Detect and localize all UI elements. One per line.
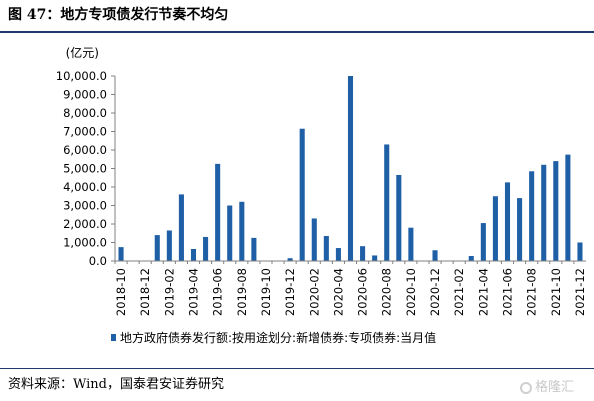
bar-2021-03 <box>468 256 474 261</box>
x-tick-label: 2020-12 <box>428 268 442 316</box>
y-tick-label: 8,000.0 <box>63 106 107 120</box>
bar-2020-05 <box>347 76 354 261</box>
watermark-logo-icon <box>520 382 532 394</box>
x-tick-label: 2021-06 <box>501 268 515 316</box>
source-note: 资料来源：Wind，国泰君安证券研究 <box>8 377 224 392</box>
x-axis: 2018-10 2018-12 2019-02 2019-04 2019-06 2019-… <box>114 260 587 316</box>
y-tick-label: 0.0 <box>89 254 107 268</box>
bar-2020-01 <box>299 128 305 261</box>
bar-2020-08 <box>384 144 390 261</box>
bar-2018-10 <box>118 247 124 261</box>
y-unit-label: (亿元) <box>66 45 99 60</box>
x-tick-label: 2021-08 <box>525 268 539 316</box>
figure-title: 图 47：地方专项债发行节奏不均匀 <box>8 7 229 23</box>
y-axis: (亿元) 0.0 1,000.0 2,000.0 3,000.0 4,000.0 5,000… <box>56 45 116 268</box>
bar-2019-12 <box>287 258 293 261</box>
x-tick-label: 2019-08 <box>235 268 249 316</box>
y-tick-label: 5,000.0 <box>63 162 107 176</box>
y-tick-label: 4,000.0 <box>63 180 107 194</box>
y-tick-label: 7,000.0 <box>63 125 107 139</box>
bar-2020-04 <box>335 248 341 261</box>
y-tick-label: 3,000.0 <box>63 199 107 213</box>
x-tick-label: 2018-12 <box>138 268 152 316</box>
y-tick-label: 6,000.0 <box>63 143 107 157</box>
bar-2020-10 <box>408 227 414 261</box>
x-tick-label: 2021-12 <box>573 268 587 316</box>
title-rule <box>0 31 594 33</box>
bar-2019-04 <box>190 248 197 261</box>
bar-2019-08 <box>239 201 245 261</box>
y-tick-label: 2,000.0 <box>63 217 107 231</box>
legend: 地方政府债券发行额:按用途划分:新增债券:专项债券:当月值 <box>111 330 436 345</box>
bar-2021-08 <box>529 171 535 261</box>
x-tick-label: 2018-10 <box>114 268 128 316</box>
bar-2019-06 <box>215 163 221 261</box>
bar-2020-07 <box>372 255 378 261</box>
bar-2020-03 <box>323 236 329 261</box>
legend-label: 地方政府债券发行额:按用途划分:新增债券:专项债券:当月值 <box>120 330 436 345</box>
bars <box>118 76 583 261</box>
x-tick-label: 2020-02 <box>307 268 321 316</box>
bar-2021-12 <box>577 242 583 261</box>
x-tick-label: 2020-10 <box>404 268 418 316</box>
bar-2021-11 <box>565 154 571 261</box>
x-tick-label: 2021-04 <box>476 268 490 316</box>
bar-2020-12 <box>432 250 438 261</box>
bar-2021-09 <box>541 164 547 261</box>
y-tick-label: 10,000.0 <box>56 69 107 83</box>
bar-2020-06 <box>360 246 366 261</box>
bar-2021-07 <box>517 198 523 261</box>
watermark: 格隆汇 <box>520 376 574 395</box>
x-tick-label: 2020-08 <box>380 268 394 316</box>
bar-2019-05 <box>203 236 209 261</box>
x-tick-label: 2021-10 <box>549 268 563 316</box>
bar-2020-02 <box>311 218 317 261</box>
x-tick-label: 2019-10 <box>259 268 273 316</box>
y-tick-label: 9,000.0 <box>63 88 107 102</box>
bar-2021-10 <box>553 161 559 261</box>
x-tick-label: 2019-12 <box>283 268 297 316</box>
bar-2019-02 <box>166 230 172 261</box>
bar-2019-07 <box>227 205 233 261</box>
bar-2020-09 <box>396 174 402 261</box>
legend-swatch <box>111 334 116 341</box>
bar-2021-04 <box>480 223 486 261</box>
bar-2021-06 <box>504 182 511 261</box>
x-tick-label: 2019-02 <box>162 268 176 316</box>
y-tick-label: 1,000.0 <box>63 236 107 250</box>
bar-2019-01 <box>154 235 160 261</box>
x-tick-label: 2019-06 <box>211 268 225 316</box>
source-rule <box>0 368 594 369</box>
bar-chart: (亿元) 0.0 1,000.0 2,000.0 3,000.0 4,000.0 5,000… <box>56 45 587 345</box>
x-tick-label: 2021-02 <box>452 268 466 316</box>
x-tick-label: 2020-06 <box>356 268 370 316</box>
bar-2019-09 <box>251 237 257 261</box>
bar-2019-03 <box>178 194 184 261</box>
x-tick-label: 2020-04 <box>331 268 345 316</box>
bar-2021-05 <box>492 196 498 261</box>
watermark-text: 格隆汇 <box>535 380 575 395</box>
x-tick-label: 2019-04 <box>187 268 201 316</box>
